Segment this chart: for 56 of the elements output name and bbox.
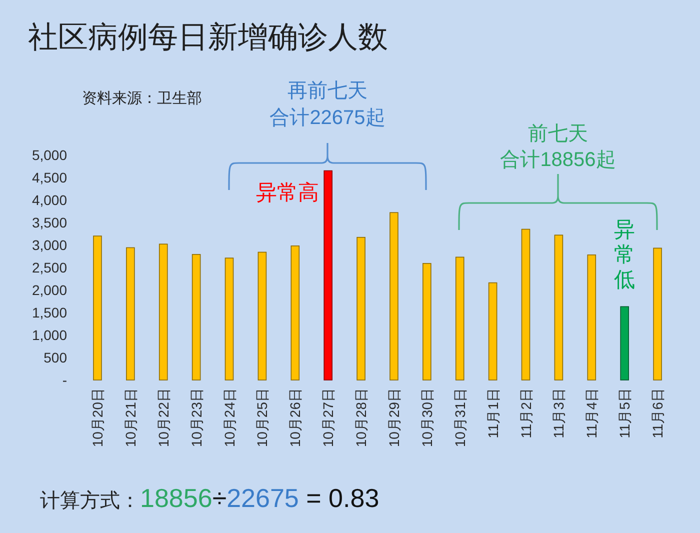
x-tick-label: 11月3日 <box>550 388 567 438</box>
y-tick-label: 2,000 <box>32 282 68 298</box>
x-tick-label: 10月26日 <box>287 388 304 448</box>
bar <box>455 256 464 380</box>
y-tick-label: 1,000 <box>32 327 68 343</box>
x-tick-label: 10月20日 <box>89 388 106 448</box>
annotation: 异常高 <box>256 181 320 204</box>
text: 资料来源：卫生部 <box>82 90 202 107</box>
bar <box>653 248 662 380</box>
y-tick-label: 5,000 <box>32 147 68 163</box>
bar <box>554 234 564 380</box>
x-tick-label: 10月22日 <box>155 388 172 448</box>
bar <box>620 306 629 380</box>
annotation: 异常低 <box>614 218 636 292</box>
text: 计算方式：18856÷22675 = 0.83 <box>40 483 380 513</box>
x-tick-label: 11月6日 <box>650 388 666 438</box>
x-tick-label: 10月24日 <box>221 388 238 448</box>
x-tick-label: 11月4日 <box>584 388 600 438</box>
y-tick-label: 2,500 <box>32 260 68 276</box>
y-tick-label: 3,500 <box>32 214 68 230</box>
y-tick-label: 1,500 <box>32 304 68 320</box>
y-tick-label: 3,000 <box>32 237 68 253</box>
x-tick-label: 10月25日 <box>254 388 270 448</box>
chart-title: 社区病例每日新增确诊人数 <box>28 21 388 54</box>
bar <box>521 228 530 380</box>
bar <box>192 254 201 380</box>
text: 前七天 <box>528 123 588 145</box>
x-tick-label: 10月27日 <box>320 388 336 448</box>
bar <box>290 246 300 380</box>
x-tick-label: 11月1日 <box>484 388 501 438</box>
y-tick-label: - <box>62 372 68 388</box>
bar <box>422 263 432 380</box>
bar <box>126 247 135 380</box>
x-tick-label: 11月5日 <box>616 388 633 438</box>
bar <box>488 282 498 380</box>
bar <box>93 236 102 380</box>
bar <box>258 252 267 380</box>
bar <box>324 170 332 380</box>
x-tick-label: 10月31日 <box>452 388 468 448</box>
bar <box>158 244 168 380</box>
text: 再前七天 <box>288 80 368 102</box>
x-tick-label: 10月30日 <box>418 388 435 448</box>
bar <box>587 254 596 380</box>
x-tick-label: 10月28日 <box>353 388 370 448</box>
x-tick-label: 10月21日 <box>122 388 138 448</box>
bar <box>390 212 398 380</box>
bar <box>356 236 366 380</box>
y-tick-label: 4,000 <box>32 192 68 208</box>
x-tick-label: 11月2日 <box>518 388 534 438</box>
y-tick-label: 4,500 <box>32 170 68 186</box>
bar <box>224 258 234 380</box>
y-tick-label: 500 <box>44 350 68 366</box>
x-tick-label: 10月23日 <box>188 388 204 448</box>
annotation: 合计18856起 <box>500 149 616 171</box>
x-tick-label: 10月29日 <box>386 388 402 448</box>
text: 合计22675起 <box>270 107 386 129</box>
